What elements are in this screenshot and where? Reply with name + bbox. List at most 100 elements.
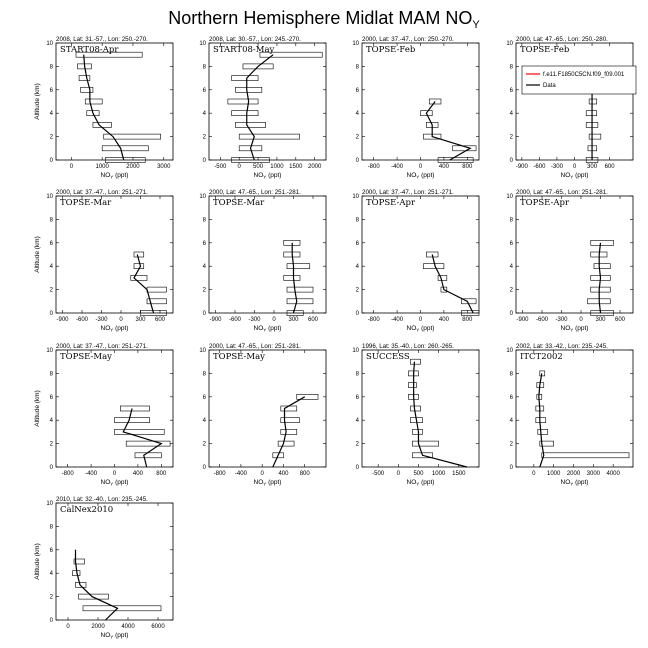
panel-frame	[515, 195, 634, 314]
y-tick-label: 6	[50, 88, 54, 94]
x-tick-label: 1500	[289, 164, 303, 170]
data-range-box	[130, 275, 148, 281]
y-tick-label: 6	[50, 241, 54, 247]
y-tick-label: 4	[356, 264, 360, 270]
x-tick-label: -400	[85, 471, 98, 477]
y-tick-label: 4	[203, 418, 207, 424]
y-tick-label: 2	[50, 135, 54, 141]
x-tick-label: 300	[288, 317, 299, 323]
y-tick-label: 8	[50, 371, 54, 377]
panel-6: 2000, Lat: 47.-65., Lon: 251.-281. 0 2 4 6 8 1…	[199, 189, 327, 333]
data-range-box	[410, 358, 421, 365]
x-axis-label-main: NO	[254, 479, 264, 486]
y-axis-label: Altitude (km)	[34, 83, 41, 119]
y-tick-label: 4	[510, 264, 514, 270]
x-tick-label: 2000	[308, 164, 322, 170]
y-tick-label: 10	[506, 348, 513, 354]
x-axis-label-sub: Y	[110, 482, 113, 487]
data-line	[431, 254, 474, 314]
panel-frame	[515, 42, 634, 161]
x-tick-label: 400	[278, 471, 289, 477]
x-tick-label: 800	[462, 164, 473, 170]
data-range-box	[146, 298, 167, 305]
y-tick-label: 0	[203, 465, 207, 471]
y-tick-label: 0	[50, 618, 54, 624]
y-tick-label: 2	[510, 288, 514, 294]
data-range-box	[286, 310, 304, 316]
x-axis-label: NOY (ppt)	[254, 325, 282, 333]
y-tick-label: 6	[356, 395, 360, 401]
y-tick-label: 10	[46, 41, 53, 47]
y-tick-label: 8	[203, 217, 207, 223]
y-tick-label: 8	[356, 371, 360, 377]
panel-header: 2000, Lat: 37.-47., Lon: 251.-271.	[56, 189, 148, 196]
panel-header: 2008, Lat: 31.-57., Lon: 250.-270.	[56, 36, 148, 43]
x-axis-label-unit: (ppt)	[113, 632, 128, 639]
y-tick-label: 6	[203, 88, 207, 94]
x-tick-label: -800	[368, 317, 381, 323]
data-range-box	[75, 51, 143, 58]
x-tick-label: 600	[155, 317, 166, 323]
data-range-box	[92, 122, 112, 128]
x-tick-label: 0	[261, 471, 265, 477]
x-tick-label: 1500	[452, 471, 466, 477]
data-range-box	[410, 405, 421, 412]
y-tick-label: 2	[203, 442, 207, 448]
y-tick-label: 4	[356, 111, 360, 117]
panel-name: TOPSE-Mar	[213, 198, 265, 208]
data-range-box	[103, 133, 161, 140]
y-tick-label: 2	[50, 288, 54, 294]
y-tick-label: 10	[506, 41, 513, 47]
x-axis-label-unit: (ppt)	[266, 172, 281, 179]
x-tick-label: -900	[516, 164, 529, 170]
x-axis-label-sub: Y	[570, 482, 573, 487]
data-range-box	[280, 405, 298, 412]
data-range-box	[238, 145, 263, 152]
y-tick-label: 0	[510, 158, 514, 164]
data-range-box	[272, 452, 284, 459]
y-tick-label: 0	[510, 465, 514, 471]
y-tick-label: 0	[356, 311, 360, 317]
x-tick-label: -300	[551, 164, 564, 170]
x-axis-label-main: NO	[561, 325, 571, 332]
data-range-box	[133, 251, 145, 258]
data-range-box	[75, 582, 87, 588]
x-tick-label: 0	[579, 317, 583, 323]
data-range-box	[423, 263, 445, 270]
panel-name: TOPSE-Mar	[60, 198, 112, 208]
y-tick-label: 8	[50, 64, 54, 70]
x-axis-label: NOY (ppt)	[561, 479, 589, 487]
data-range-box	[286, 286, 314, 293]
x-tick-label: 0	[532, 471, 536, 477]
y-tick-label: 6	[510, 241, 514, 247]
panel-frame	[55, 502, 174, 621]
panel-9: 2000, Lat: 37.-47., Lon: 251.-271. 0 2 4 6 8 1…	[34, 343, 174, 487]
data-range-box	[593, 263, 611, 270]
x-tick-label: 300	[587, 164, 598, 170]
x-axis-label: NOY (ppt)	[101, 479, 129, 487]
y-tick-label: 6	[356, 88, 360, 94]
panel-name: TOPSE-Apr	[366, 198, 416, 208]
panel-frame	[361, 195, 480, 314]
y-tick-label: 0	[50, 158, 54, 164]
x-tick-label: 3000	[157, 164, 171, 170]
panel-10: 2000, Lat: 47.-65., Lon: 251.-281. 0 2 4 6 8 1…	[199, 343, 327, 487]
data-line	[133, 254, 155, 314]
x-tick-label: -300	[555, 317, 568, 323]
x-tick-label: 3000	[587, 471, 601, 477]
y-tick-label: 8	[510, 64, 514, 70]
y-tick-label: 2	[50, 442, 54, 448]
y-tick-label: 0	[510, 311, 514, 317]
x-axis-label: NOY (ppt)	[407, 479, 435, 487]
y-tick-label: 8	[50, 217, 54, 223]
data-range-box	[420, 110, 433, 116]
x-tick-label: 0	[70, 164, 74, 170]
x-tick-label: 300	[595, 317, 606, 323]
y-tick-label: 4	[50, 418, 54, 424]
x-tick-label: 500	[253, 164, 264, 170]
y-tick-label: 10	[199, 348, 206, 354]
panel-header: 2002, Lat: 33.-42., Lon: 235.-245.	[516, 343, 608, 350]
panel-name: ITCT2002	[520, 352, 563, 362]
x-tick-label: -600	[536, 317, 549, 323]
